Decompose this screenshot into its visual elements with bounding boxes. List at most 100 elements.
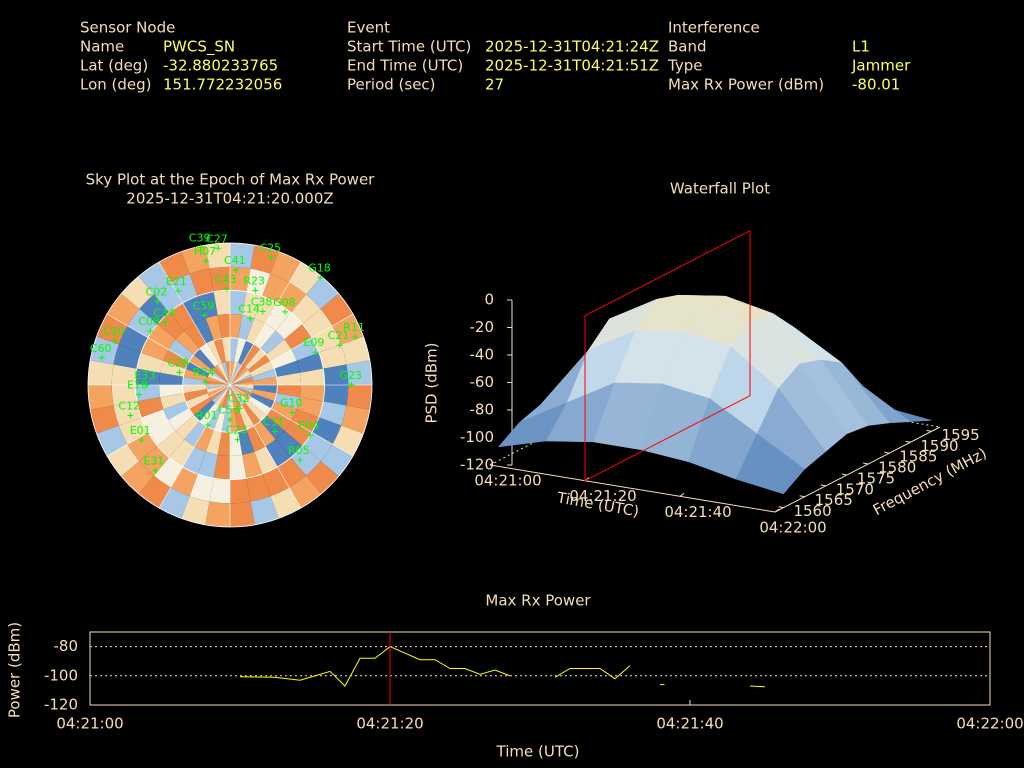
field-label: Name	[80, 38, 124, 56]
satellite-marker	[138, 437, 145, 444]
sky-cell	[277, 282, 307, 313]
satellite-label: R24	[193, 366, 215, 379]
sky-cell	[246, 474, 271, 502]
sky-cell	[323, 364, 349, 385]
z-tick-label: -20	[470, 318, 495, 336]
sky-cell	[230, 364, 246, 385]
sky-cell	[302, 308, 333, 338]
sky-cell	[234, 338, 247, 363]
satellite-marker	[296, 457, 303, 464]
sky-cell	[205, 243, 230, 269]
sky-cell	[159, 385, 184, 398]
sky-cell	[157, 312, 185, 340]
sky-cell	[184, 421, 207, 447]
sky-cell	[306, 461, 339, 494]
sky-cell	[319, 401, 347, 426]
y-tick-label: -80	[54, 637, 79, 655]
sky-cell	[252, 389, 277, 402]
sky-cell	[121, 461, 154, 494]
satellite-label: E01	[130, 424, 151, 437]
sky-cell	[271, 349, 297, 369]
frequency-axis	[774, 426, 941, 513]
satellite-label: R05	[288, 444, 310, 457]
sky-cell	[141, 409, 169, 433]
sky-cell	[238, 429, 255, 455]
sky-cell	[181, 245, 210, 274]
sky-cell	[197, 451, 218, 479]
satellite-marker	[247, 315, 254, 322]
sky-cell	[266, 339, 292, 362]
sky-cell	[276, 385, 301, 398]
satellite-label: C25	[259, 241, 281, 254]
sky-cell	[266, 408, 292, 431]
satellite-label: R23	[243, 275, 265, 288]
sky-cell	[168, 408, 194, 431]
sky-cell	[213, 290, 230, 316]
satellite-marker	[202, 258, 209, 265]
sky-cell	[199, 403, 219, 426]
time-axis	[489, 464, 776, 513]
sky-cell	[260, 415, 285, 440]
satellite-marker	[352, 333, 359, 340]
x-tick-label: 04:21:20	[569, 487, 636, 505]
y-tick-label: 1590	[920, 437, 958, 455]
sky-cell	[302, 432, 333, 462]
sky-cell	[253, 323, 276, 349]
sky-cell	[221, 408, 230, 433]
field-value: 2025-12-31T04:21:24Z	[485, 38, 659, 56]
chart-title: Sky Plot at the Epoch of Max Rx Power	[86, 171, 376, 189]
sky-cell	[319, 344, 347, 369]
sky-cell	[221, 337, 230, 362]
satellite-marker	[147, 328, 154, 335]
sky-cell	[230, 369, 251, 385]
satellite-marker	[174, 288, 181, 295]
satellite-marker	[236, 405, 243, 412]
satellite-label: E21	[166, 275, 187, 288]
y-tick	[778, 506, 784, 509]
sky-cell	[182, 376, 207, 385]
x-tick	[774, 508, 780, 513]
sky-cell	[111, 364, 137, 385]
satellite-label: E04	[298, 419, 319, 432]
azimuth-line	[106, 313, 231, 386]
sky-cell	[274, 393, 300, 410]
sky-cell	[153, 457, 183, 488]
y-tick-label: -120	[44, 696, 78, 714]
sky-cell	[214, 385, 230, 406]
sky-cell	[277, 457, 307, 488]
sky-cell	[250, 496, 279, 525]
sky-cell	[205, 429, 222, 455]
field-value: -80.01	[852, 76, 900, 94]
satellite-label: C34	[153, 307, 175, 320]
sky-cell	[252, 368, 277, 381]
satellite-marker	[271, 428, 278, 435]
satellite-marker	[176, 369, 183, 376]
x-tick-label: 04:21:40	[664, 503, 731, 521]
y-tick-label: 1585	[899, 448, 937, 466]
sky-cell	[213, 454, 230, 480]
sky-cell	[253, 376, 278, 385]
x-tick-label: 04:21:40	[656, 715, 723, 733]
sky-cell	[135, 385, 161, 402]
y-tick	[884, 451, 890, 454]
sky-cell	[189, 268, 214, 296]
sky-cell	[209, 266, 230, 292]
y-tick	[799, 495, 805, 498]
sky-cell	[253, 421, 276, 447]
field-value: 151.772232056	[163, 76, 282, 94]
x-tick-label: 04:21:00	[56, 715, 123, 733]
sky-cell	[242, 291, 263, 319]
section-title: Sensor Node	[80, 19, 175, 37]
sky-cell	[230, 361, 235, 385]
sky-cell	[254, 296, 278, 324]
sky-cell	[168, 339, 194, 362]
field-label: Type	[667, 57, 702, 75]
y-tick	[820, 484, 826, 487]
sky-cell	[182, 446, 206, 474]
satellite-label: C14	[238, 303, 260, 316]
z-tick-label: -40	[470, 346, 495, 364]
sky-cell	[121, 276, 154, 309]
z-tick-label: -60	[470, 373, 495, 391]
azimuth-line	[229, 384, 354, 457]
